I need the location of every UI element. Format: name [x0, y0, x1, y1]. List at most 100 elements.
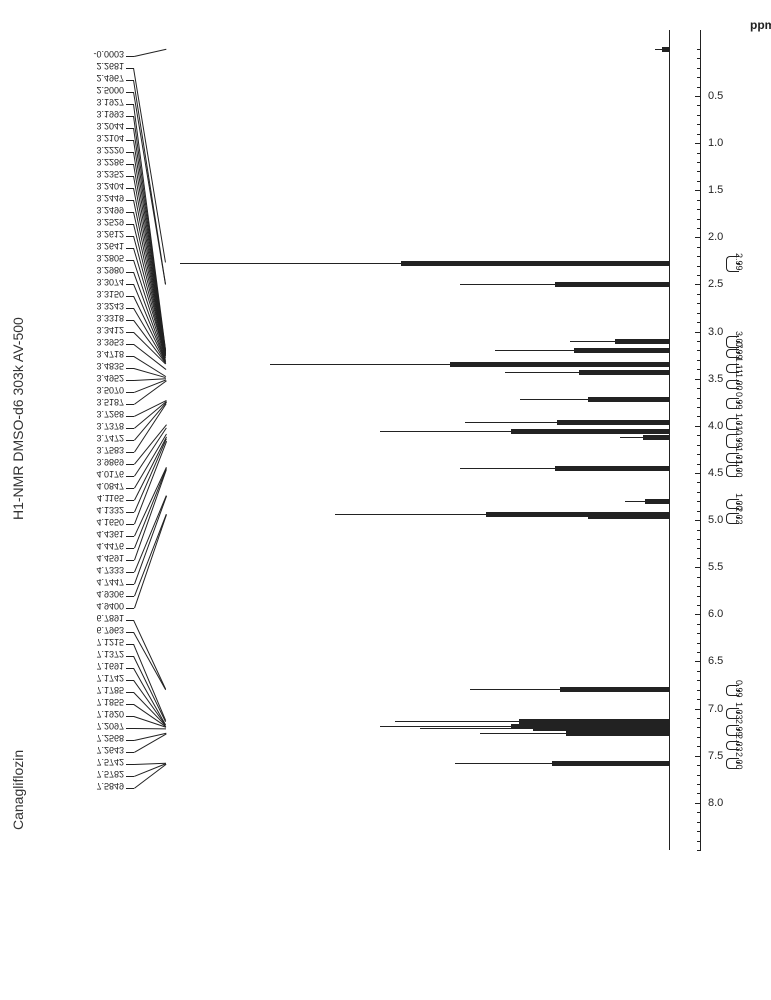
- minor-tick: [697, 266, 701, 267]
- peak-value: 4.7447: [44, 576, 124, 588]
- major-tick: [695, 520, 701, 521]
- peak-value: 4.4591: [44, 552, 124, 564]
- minor-tick: [697, 652, 701, 653]
- minor-tick: [697, 303, 701, 304]
- tick-label: 7.0: [708, 703, 723, 715]
- integral-value: 1.01: [734, 413, 744, 431]
- peak-value: 3.3318: [44, 312, 124, 324]
- peak-connector: [126, 776, 134, 777]
- minor-tick: [697, 200, 701, 201]
- minor-tick: [697, 247, 701, 248]
- peak-value: 3.3074: [44, 276, 124, 288]
- tick-label: 8.0: [708, 797, 723, 809]
- peak-value: 2.5000: [44, 84, 124, 96]
- tick-label: 3.5: [708, 373, 723, 385]
- spectrum-peak-shoulder: [511, 430, 671, 431]
- peak-value: 3.4952: [44, 372, 124, 384]
- minor-tick: [697, 77, 701, 78]
- peak-value: 3.1927: [44, 96, 124, 108]
- spectrum-peak-shoulder: [450, 363, 670, 364]
- spectrum-peak-shoulder: [579, 371, 670, 372]
- peak-value: 3.1993: [44, 108, 124, 120]
- spectrum-peak-shoulder: [560, 691, 670, 692]
- minor-tick: [697, 539, 701, 540]
- peak-value: 7.5849: [44, 780, 124, 792]
- peak-value: 7.1920: [44, 708, 124, 720]
- minor-tick: [697, 482, 701, 483]
- minor-tick: [697, 124, 701, 125]
- peak-value: -0.0003: [44, 48, 124, 60]
- peak-value: 4.9306: [44, 588, 124, 600]
- minor-tick: [697, 416, 701, 417]
- minor-tick: [697, 256, 701, 257]
- minor-tick: [697, 134, 701, 135]
- minor-tick: [697, 850, 701, 851]
- minor-tick: [697, 577, 701, 578]
- minor-tick: [697, 775, 701, 776]
- minor-tick: [697, 699, 701, 700]
- peak-connector: [126, 728, 134, 729]
- peak-value: 7.1691: [44, 660, 124, 672]
- major-tick: [695, 143, 701, 144]
- spectrum-peak-shoulder: [555, 467, 671, 468]
- minor-tick: [697, 360, 701, 361]
- peak-connector: [126, 764, 134, 765]
- minor-tick: [697, 171, 701, 172]
- peak-value: 3.2980: [44, 264, 124, 276]
- minor-tick: [697, 388, 701, 389]
- peak-connector: [126, 452, 134, 453]
- minor-tick: [697, 350, 701, 351]
- peak-value: 2.4967: [44, 72, 124, 84]
- minor-tick: [697, 369, 701, 370]
- spectrum-peak-shoulder: [588, 518, 671, 519]
- minor-tick: [697, 812, 701, 813]
- peak-value: 3.2641: [44, 240, 124, 252]
- minor-tick: [697, 831, 701, 832]
- spectrum-peak-shoulder: [579, 374, 670, 375]
- peak-value: 7.5742: [44, 756, 124, 768]
- peak-connector: [126, 488, 134, 489]
- major-tick: [695, 426, 701, 427]
- minor-tick: [697, 596, 701, 597]
- peak-connector: [126, 524, 134, 525]
- spectrum-peak-shoulder: [566, 732, 671, 733]
- tick-label: 7.5: [708, 750, 723, 762]
- peak-connector: [126, 404, 134, 405]
- spectrum-peak-shoulder: [401, 265, 671, 266]
- integral-value: 1.11: [734, 357, 744, 374]
- minor-tick: [697, 492, 701, 493]
- peak-value: 7.5782: [44, 768, 124, 780]
- integrals: 2.993.070.991.111.000.991.010.991.011.00…: [740, 30, 770, 850]
- spectrum-peak-shoulder: [662, 48, 670, 49]
- major-tick: [695, 237, 701, 238]
- minor-tick: [697, 87, 701, 88]
- peak-value: 4.4361: [44, 528, 124, 540]
- peak-value: 3.2805: [44, 252, 124, 264]
- spectrum-peak-shoulder: [574, 349, 670, 350]
- major-tick: [695, 190, 701, 191]
- peak-value: 7.2568: [44, 732, 124, 744]
- minor-tick: [697, 841, 701, 842]
- tick-label: 3.0: [708, 326, 723, 338]
- minor-tick: [697, 153, 701, 154]
- peak-value: 3.2286: [44, 156, 124, 168]
- peak-value: 3.9869: [44, 456, 124, 468]
- minor-tick: [697, 624, 701, 625]
- peak-value: 3.7472: [44, 432, 124, 444]
- minor-tick: [697, 690, 701, 691]
- spectrum-peak-shoulder: [615, 343, 670, 344]
- spectrum-peak-shoulder: [552, 762, 670, 763]
- major-tick: [695, 473, 701, 474]
- peak-value: 3.3243: [44, 300, 124, 312]
- spectrum-peak-shoulder: [401, 262, 671, 263]
- peak-list: -0.00032.26812.49672.50003.19273.19933.2…: [44, 48, 124, 792]
- peak-value: 7.2097: [44, 720, 124, 732]
- tick-label: 6.5: [708, 655, 723, 667]
- tick-label: 2.5: [708, 278, 723, 290]
- peak-value: 3.5070: [44, 384, 124, 396]
- peak-connector: [126, 572, 134, 573]
- spectrum-peak-shoulder: [588, 401, 671, 402]
- major-tick: [695, 803, 701, 804]
- minor-tick: [697, 398, 701, 399]
- tick-label: 4.5: [708, 467, 723, 479]
